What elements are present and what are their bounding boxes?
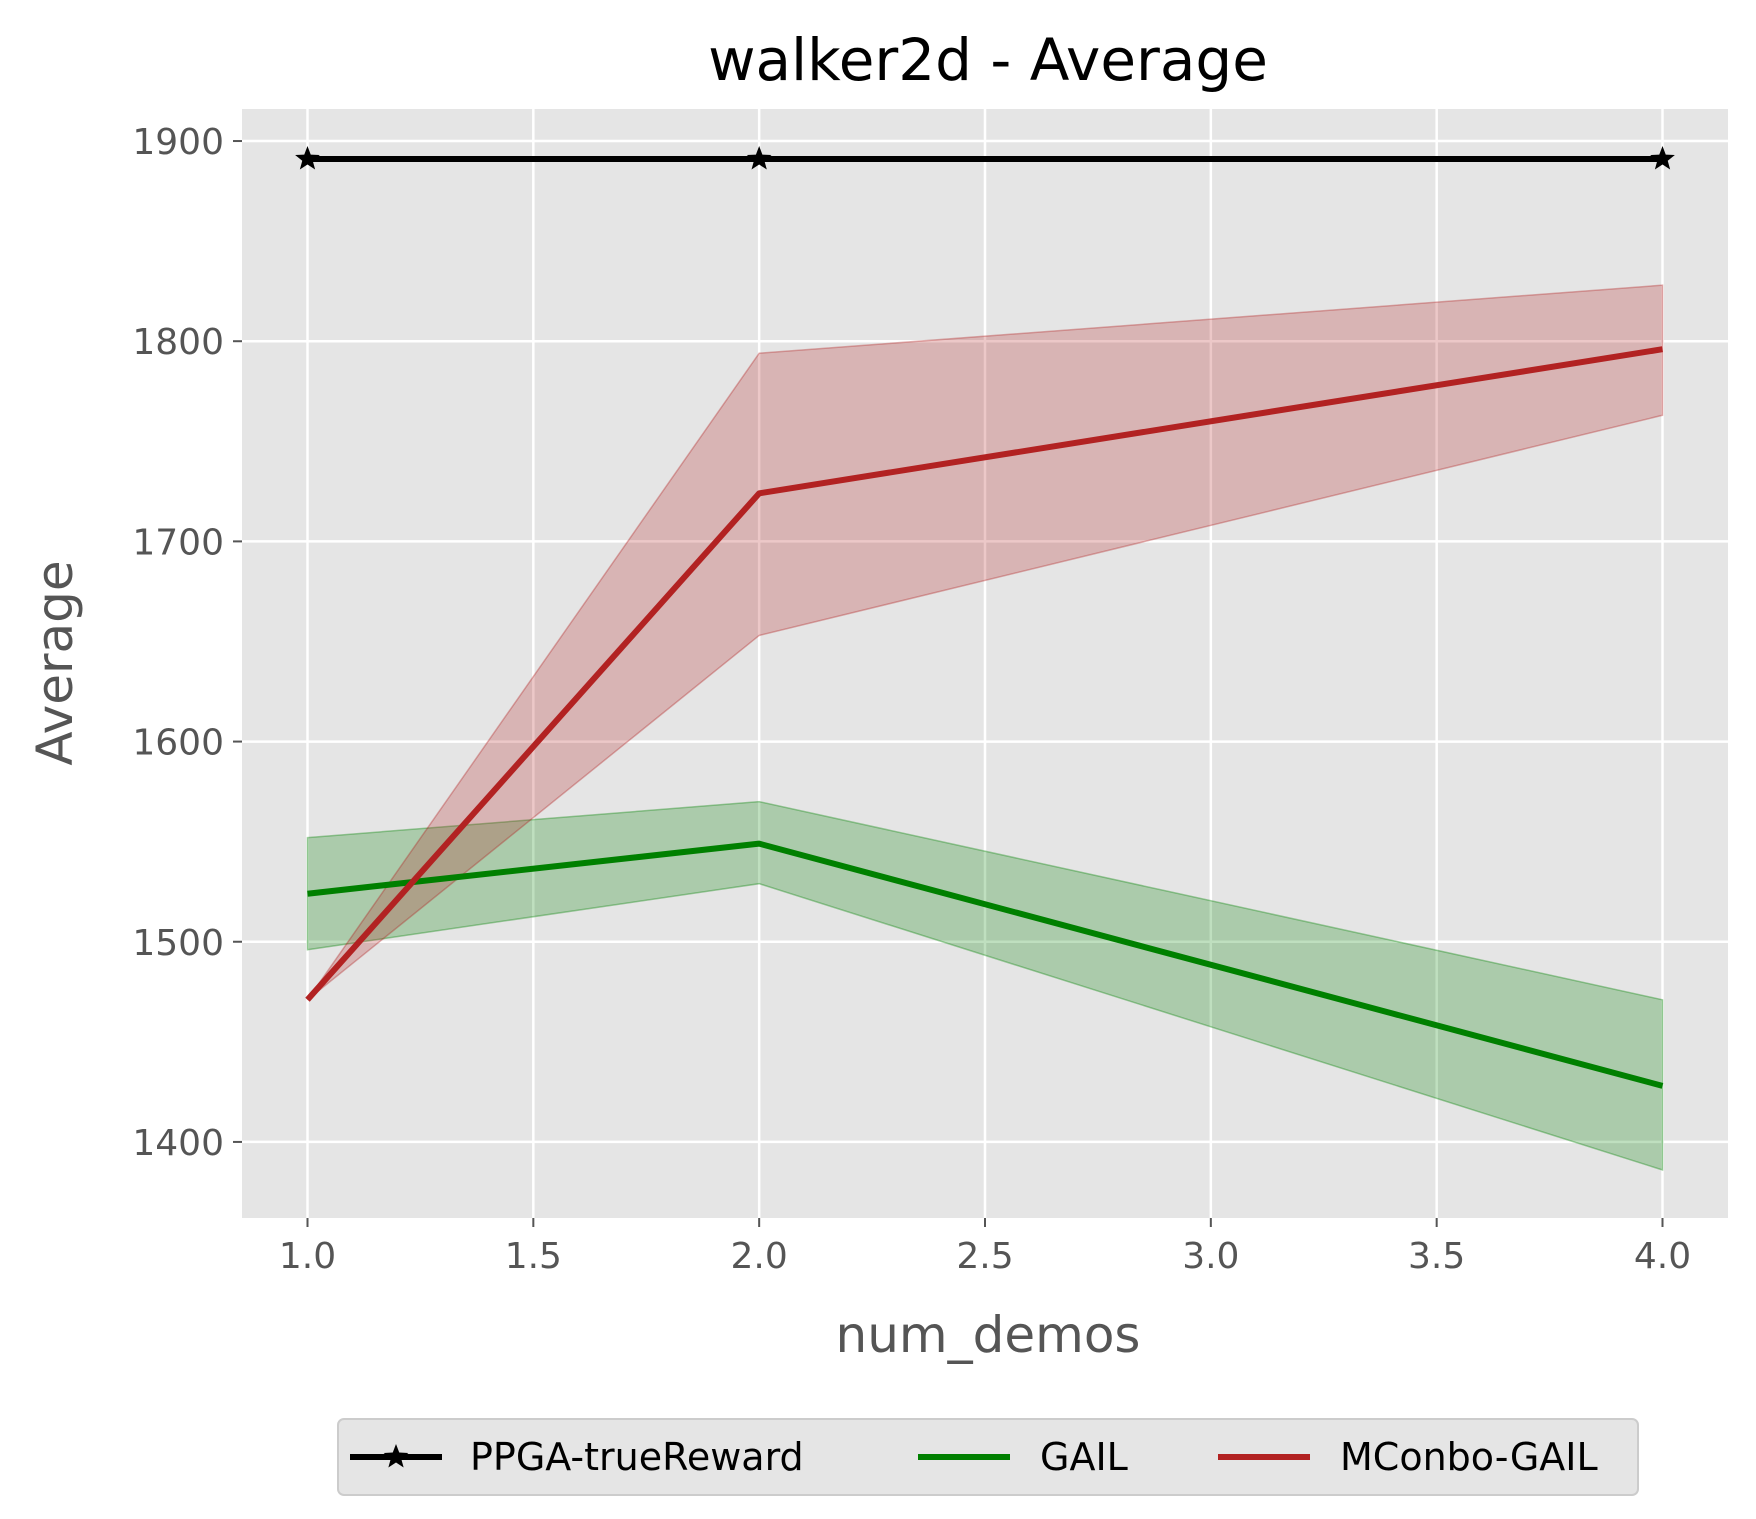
legend: PPGA-trueReward GAIL MConbo-GAIL — [337, 1418, 1639, 1496]
grid — [242, 109, 1728, 1218]
x-tick-label: 3.0 — [1182, 1236, 1239, 1277]
y-tick-label: 1900 — [132, 122, 224, 163]
band-gail — [306, 800, 1664, 1171]
chart-title: walker2d - Average — [708, 26, 1268, 94]
y-tick-label: 1700 — [132, 522, 224, 563]
series-markers — [295, 146, 1675, 170]
x-axis-label: num_demos — [836, 1306, 1141, 1364]
series-line-gail — [307, 840, 1664, 1089]
legend-label: PPGA-trueReward — [470, 1435, 804, 1479]
data-point-marker — [746, 146, 772, 170]
data-point-marker — [1650, 146, 1675, 170]
y-axis: 1400 1500 1600 1700 1800 1900 — [132, 122, 242, 1164]
x-tick-label: 2.0 — [731, 1236, 788, 1277]
y-tick-label: 1500 — [132, 923, 224, 964]
y-tick-label: 1800 — [132, 322, 224, 363]
x-tick-label: 3.5 — [1408, 1236, 1465, 1277]
y-tick-label: 1600 — [132, 723, 224, 764]
y-axis-label: Average — [26, 560, 84, 765]
legend-marker — [383, 1444, 409, 1468]
x-tick-label: 1.5 — [505, 1236, 562, 1277]
legend-label: GAIL — [1040, 1435, 1128, 1479]
legend-label: MConbo-GAIL — [1340, 1435, 1598, 1479]
data-point-marker — [295, 146, 320, 170]
x-tick-label: 2.5 — [956, 1236, 1013, 1277]
x-tick-label: 1.0 — [279, 1236, 336, 1277]
x-axis: 1.0 1.5 2.0 2.5 3.0 3.5 4.0 — [279, 1218, 1691, 1277]
x-tick-label: 4.0 — [1634, 1236, 1691, 1277]
y-tick-label: 1400 — [132, 1123, 224, 1164]
series-line-mconbo-gail — [305, 346, 1663, 1002]
